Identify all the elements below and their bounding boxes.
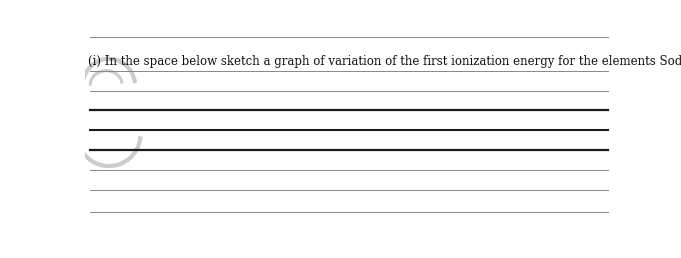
Text: (i) In the space below sketch a graph of variation of the first ionization energ: (i) In the space below sketch a graph of…: [88, 55, 681, 68]
